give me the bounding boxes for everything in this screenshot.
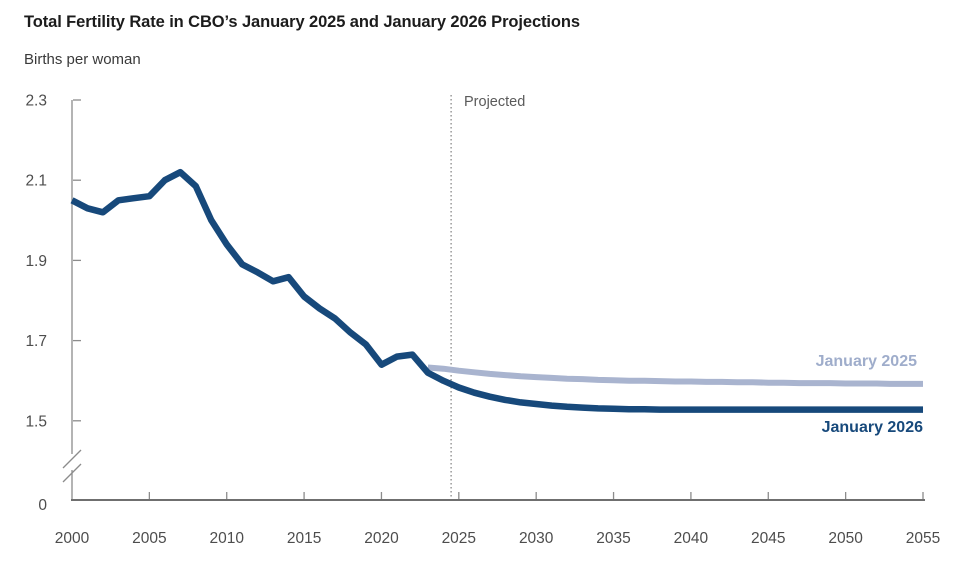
series-label-january-2025: January 2025	[815, 353, 917, 370]
x-tick-label: 2050	[828, 530, 863, 547]
y-tick-label: 2.3	[25, 93, 47, 110]
y-tick-label: 1.5	[25, 413, 47, 430]
x-tick-label: 2030	[519, 530, 554, 547]
x-tick-label: 2040	[674, 530, 709, 547]
axis-break-mark	[62, 449, 82, 469]
series-line-january-2026	[70, 168, 923, 413]
y-tick-label: 1.7	[25, 333, 47, 350]
y-zero-label: 0	[38, 497, 47, 514]
x-tick-label: 2025	[442, 530, 476, 547]
x-tick-label: 2020	[364, 530, 399, 547]
y-tick-label: 1.9	[25, 253, 47, 270]
x-tick-label: 2015	[287, 530, 321, 547]
x-tick-label: 2010	[209, 530, 244, 547]
axis-break-mark	[62, 463, 82, 483]
x-tick-label: 2000	[55, 530, 90, 547]
x-tick-label: 2005	[132, 530, 166, 547]
y-axis-units-label: Births per woman	[24, 51, 141, 68]
series-label-january-2026: January 2026	[821, 419, 923, 436]
chart-title: Total Fertility Rate in CBO’s January 20…	[24, 13, 580, 31]
x-tick-label: 2045	[751, 530, 785, 547]
y-tick-label: 2.1	[25, 173, 47, 190]
x-tick-label: 2035	[596, 530, 630, 547]
x-tick-label: 2055	[906, 530, 940, 547]
series-line-january-2025	[427, 364, 923, 387]
projected-label: Projected	[464, 94, 526, 110]
